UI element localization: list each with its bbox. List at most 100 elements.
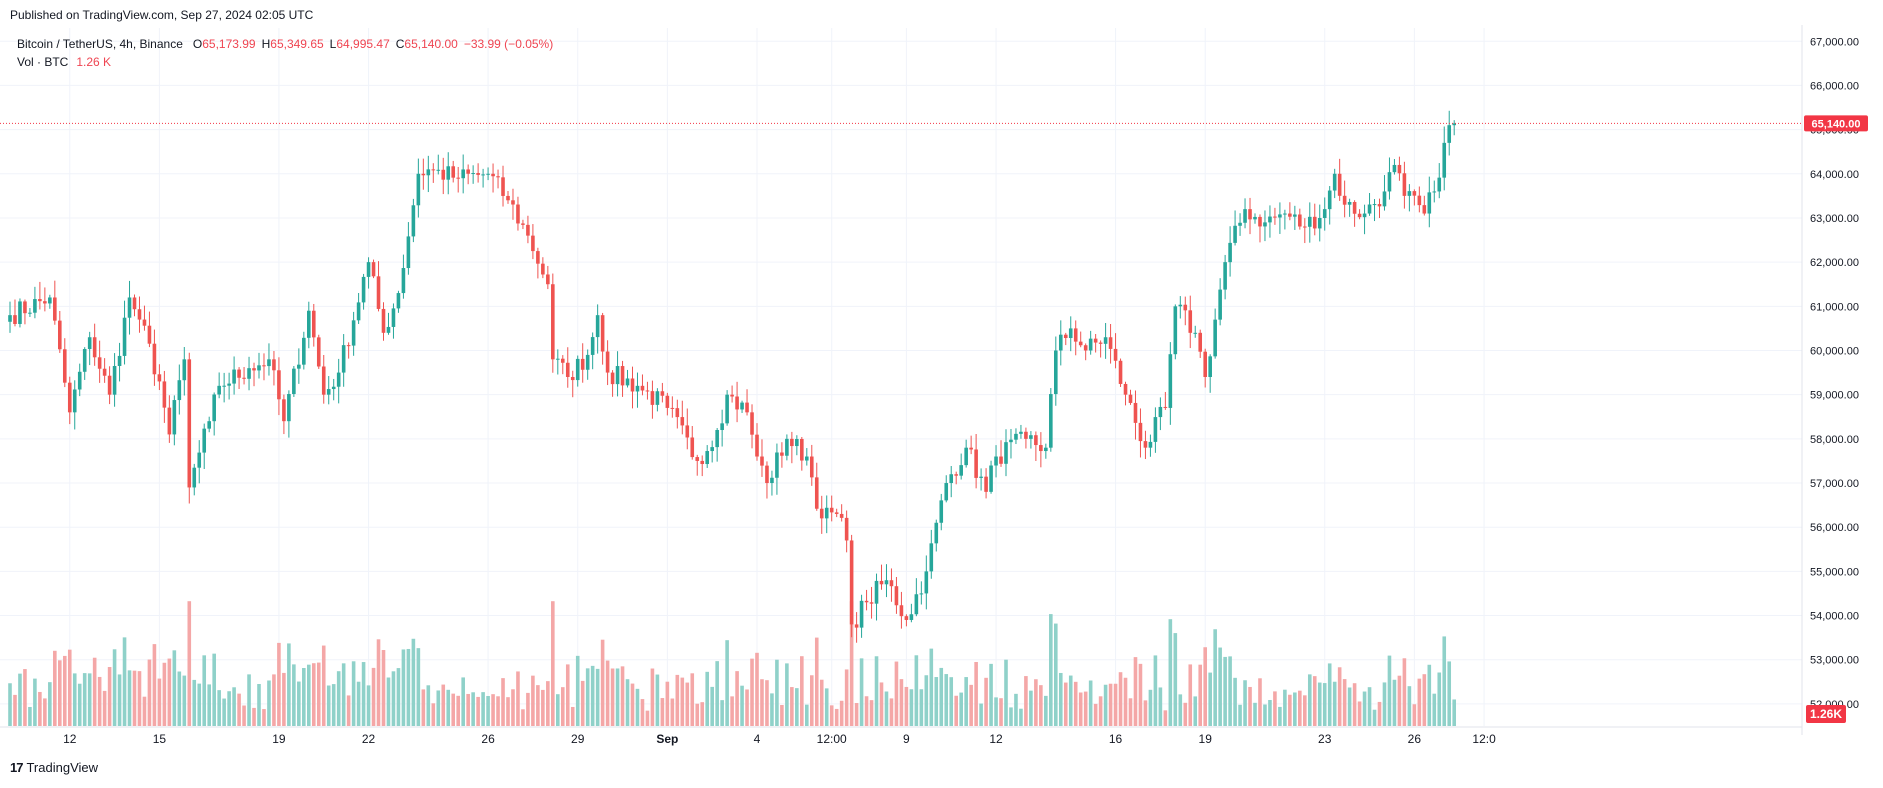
volume-bar — [884, 691, 889, 726]
candle-body — [909, 614, 914, 620]
volume-bar — [38, 691, 42, 726]
candle-body — [461, 169, 465, 179]
volume-bar — [725, 640, 729, 726]
candle-body — [311, 310, 316, 338]
candle-body — [326, 389, 331, 395]
candle-body — [187, 359, 192, 488]
volume-bar — [1437, 672, 1442, 726]
candle-body — [645, 390, 650, 392]
volume-bar — [675, 674, 680, 726]
candle-body — [53, 297, 57, 321]
volume-bar — [1377, 701, 1382, 726]
tradingview-brand[interactable]: 17 TradingView — [10, 760, 98, 775]
volume-bar — [331, 684, 336, 726]
volume-bar — [122, 637, 127, 726]
volume-bar — [1143, 700, 1148, 726]
volume-bar — [511, 689, 515, 726]
candle-body — [1208, 356, 1212, 377]
candle-body — [341, 345, 346, 373]
volume-bar — [302, 668, 306, 726]
candle-body — [1352, 201, 1357, 214]
volume-bar — [894, 661, 899, 726]
candle-body — [72, 389, 77, 413]
volume-bar — [1238, 704, 1242, 726]
volume-bar — [650, 668, 655, 726]
volume-bar — [541, 689, 545, 726]
volume-bar — [1098, 696, 1103, 726]
volume-bar — [1123, 677, 1128, 726]
volume-bar — [182, 675, 187, 726]
volume-bar — [610, 668, 615, 726]
volume-bar — [346, 695, 351, 726]
candle-body — [874, 580, 879, 604]
volume-bar — [600, 639, 605, 726]
candle-body — [451, 166, 456, 178]
volume-bar — [112, 649, 117, 726]
volume-bar — [974, 661, 978, 726]
price-tick-label: 59,000.00 — [1810, 390, 1859, 402]
volume-bar — [909, 689, 914, 726]
candle-body — [371, 262, 376, 277]
volume-bar — [1397, 675, 1402, 726]
candle-body — [884, 580, 889, 585]
candle-body — [929, 543, 934, 572]
volume-bar — [1133, 657, 1138, 726]
candle-body — [805, 456, 809, 461]
volume-bar — [157, 678, 162, 726]
candle-body — [147, 325, 152, 344]
open-value: 65,173.99 — [202, 37, 256, 51]
volume-bar — [262, 709, 266, 726]
candle-body — [411, 205, 416, 237]
volume-bar — [844, 669, 849, 726]
candle-body — [959, 465, 963, 476]
volume-bar — [192, 679, 197, 726]
volume-bar — [396, 668, 401, 726]
volume-bar — [391, 671, 396, 726]
last-volume-badge: 1.26K — [1806, 705, 1846, 723]
price-tick-label: 64,000.00 — [1810, 169, 1859, 181]
candle-body — [1268, 216, 1272, 223]
candle-body — [1088, 338, 1093, 351]
volume-bar — [451, 693, 456, 726]
candle-body — [1407, 191, 1412, 196]
volume-bar — [1233, 677, 1237, 726]
volume-bar — [406, 648, 411, 726]
volume-bar — [854, 703, 859, 726]
volume-bar — [705, 671, 709, 726]
volume-bar — [949, 677, 954, 726]
volume-bar — [994, 697, 998, 726]
candle-body — [1273, 216, 1277, 218]
volume-bar — [590, 665, 595, 726]
volume-bar — [1083, 691, 1088, 726]
volume-bar — [556, 694, 560, 726]
price-tick-label: 56,000.00 — [1810, 522, 1859, 534]
volume-bar — [1332, 681, 1337, 726]
volume-bar — [247, 674, 251, 726]
time-tick-label: 26 — [481, 732, 495, 746]
volume-bar — [217, 690, 221, 726]
candle-body — [1113, 348, 1118, 361]
high-value: 65,349.65 — [270, 37, 324, 51]
candle-body — [1068, 328, 1073, 339]
volume-bar — [999, 698, 1003, 726]
volume-bar — [426, 685, 431, 726]
candle-body — [521, 223, 525, 225]
volume-bar — [1392, 679, 1397, 726]
volume-bar — [316, 662, 321, 726]
candle-body — [237, 369, 241, 378]
candle-body — [267, 359, 271, 367]
volume-bar — [800, 656, 804, 726]
price-tick-label: 63,000.00 — [1810, 213, 1859, 225]
candle-body — [1198, 332, 1203, 352]
high-label: H — [261, 37, 271, 51]
candle-body — [247, 368, 251, 379]
volume-bar — [879, 682, 884, 726]
candle-body — [705, 451, 709, 465]
candle-body — [914, 594, 919, 615]
candle-body — [1183, 304, 1188, 311]
volume-bar — [351, 661, 356, 726]
volume-bar — [8, 683, 12, 726]
volume-bar — [376, 639, 381, 726]
candle-body — [829, 507, 834, 513]
